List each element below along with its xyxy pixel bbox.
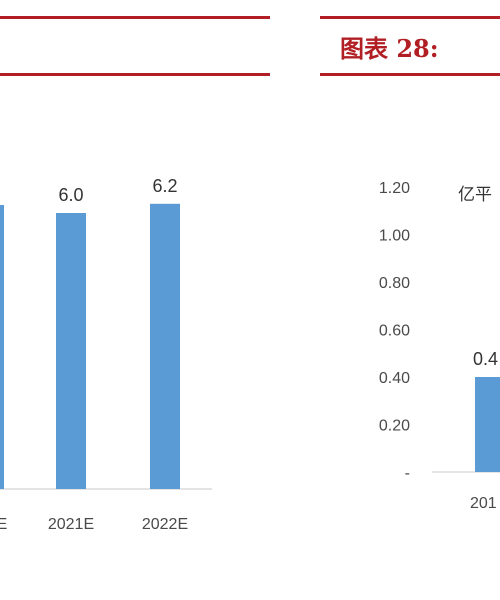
right-x-tick-label: 201	[470, 495, 497, 512]
left-bar	[56, 213, 86, 489]
right-y-tick-label: 0.20	[379, 418, 410, 435]
right-y-tick-label: 0.80	[379, 275, 410, 292]
left-header-rule-top	[0, 16, 270, 19]
right-y-tick-label: 0.40	[379, 370, 410, 387]
left-bar-value-label: 6.0	[58, 185, 83, 205]
left-header-rule-bottom	[0, 73, 270, 76]
figure-title: 图表 28:	[340, 34, 439, 63]
right-bar-value-label: 0.4	[473, 349, 498, 369]
right-bar	[475, 377, 500, 472]
right-y-tick-label: 0.60	[379, 323, 410, 340]
right-header-rule-top	[320, 16, 500, 19]
right-y-tick-label: -	[405, 465, 410, 482]
left-x-tick-label: E	[0, 516, 7, 533]
right-unit-label: 亿平	[458, 185, 492, 204]
left-x-tick-label: 2022E	[142, 516, 188, 533]
left-bar-partial	[0, 205, 4, 489]
left-bar	[150, 203, 180, 490]
left-x-tick-label: 2021E	[48, 516, 94, 533]
right-y-tick-label: 1.20	[379, 180, 410, 197]
right-header-rule-bottom	[320, 73, 500, 76]
left-bar-value-label: 6.2	[152, 176, 177, 196]
right-y-tick-label: 1.00	[379, 228, 410, 245]
